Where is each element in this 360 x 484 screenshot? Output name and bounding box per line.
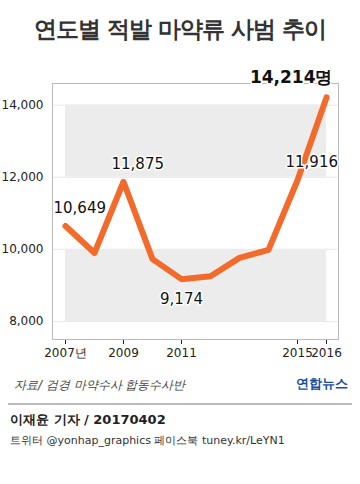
svg-text:2009: 2009 bbox=[108, 346, 139, 360]
svg-text:11,916: 11,916 bbox=[286, 153, 339, 171]
html-text:트위터 @yonhap_graphics 페이스북 tune: 트위터 @yonhap_graphics 페이스북 tuney.kr/LeYN1 bbox=[10, 434, 285, 447]
html-text:자료/ 검경 마약수사 합동수사반: 자료/ 검경 마약수사 합동수사반 bbox=[14, 378, 186, 392]
svg-text:11,875: 11,875 bbox=[112, 155, 165, 173]
svg-text:2015: 2015 bbox=[282, 346, 313, 360]
svg-text:14,000: 14,000 bbox=[2, 98, 44, 112]
svg-text:14,214명: 14,214명 bbox=[250, 67, 333, 87]
html-text:연합뉴스: 연합뉴스 bbox=[296, 376, 348, 391]
svg-text:2016: 2016 bbox=[311, 346, 342, 360]
svg-text:10,000: 10,000 bbox=[2, 242, 44, 256]
svg-text:10,649: 10,649 bbox=[54, 199, 107, 217]
html-text:이재윤 기자 / 20170402: 이재윤 기자 / 20170402 bbox=[10, 412, 166, 427]
svg-text:8,000: 8,000 bbox=[9, 314, 43, 328]
svg-text:9,174: 9,174 bbox=[160, 290, 203, 308]
svg-text:12,000: 12,000 bbox=[2, 170, 44, 184]
svg-text:2007년: 2007년 bbox=[44, 346, 87, 360]
html-text:연도별 적발 마약류 사범 추이: 연도별 적발 마약류 사범 추이 bbox=[34, 16, 326, 42]
svg-text:2011: 2011 bbox=[166, 346, 197, 360]
